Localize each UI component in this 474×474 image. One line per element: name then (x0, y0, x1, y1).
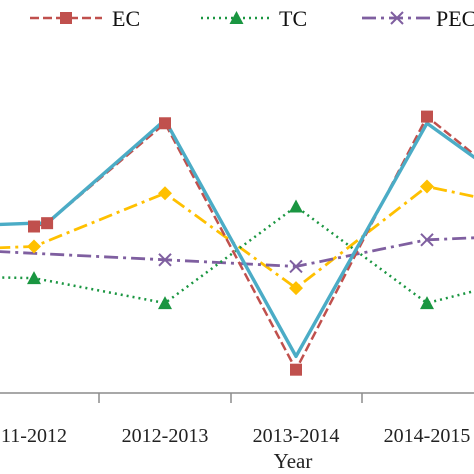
x-axis-title: Year (274, 449, 313, 473)
data-point-pec (158, 253, 172, 267)
legend-label-pec: PEC (436, 6, 474, 31)
series-line-tc (0, 205, 474, 305)
series-lines (0, 115, 474, 371)
data-point-series-3 (27, 239, 41, 254)
data-point-ec (41, 217, 54, 230)
series-markers (27, 110, 434, 376)
data-point-tc (289, 199, 303, 213)
x-tick-label: 2012-2013 (122, 425, 209, 447)
x-axis: 11-2012 2012-2013 2013-2014 2014-2015 (0, 392, 474, 447)
data-point-series-3 (158, 186, 172, 201)
data-point-pec (420, 233, 434, 247)
data-point-ec (28, 220, 40, 233)
data-point-ec (159, 117, 171, 130)
legend-marker-pec (390, 11, 404, 25)
x-tick-label: 2013-2014 (253, 425, 340, 447)
data-point-ec (290, 363, 302, 376)
legend-label-ec: EC (112, 6, 140, 31)
x-tick-label: 11-2012 (1, 425, 67, 447)
legend-marker-ec (60, 12, 72, 24)
data-point-series-3 (420, 179, 434, 194)
data-point-ec (421, 110, 433, 123)
data-point-pec (289, 259, 303, 274)
series-line-ec (33, 115, 474, 371)
data-point-series-3 (289, 281, 303, 296)
data-point-tc (420, 296, 434, 310)
legend: EC TC PEC (30, 6, 474, 31)
series-line-series-3 (0, 185, 474, 290)
legend-label-tc: TC (279, 6, 307, 31)
data-point-tc (158, 296, 172, 310)
legend-marker-tc (229, 11, 244, 24)
series-line-series-4 (0, 118, 474, 359)
data-point-tc (27, 271, 41, 285)
x-tick-label: 2014-2015 (384, 425, 471, 447)
